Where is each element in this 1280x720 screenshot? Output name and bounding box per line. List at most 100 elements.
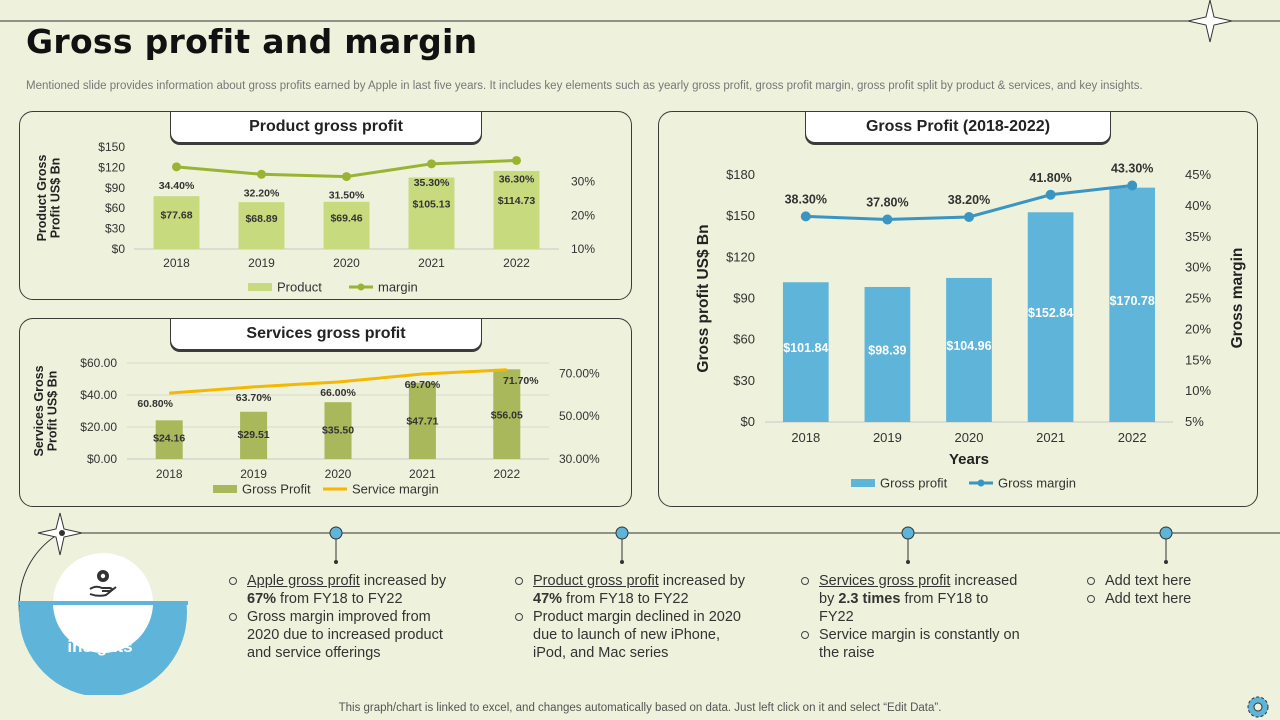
bar [1109, 187, 1156, 422]
insights-column-4: Add text here Add text here [1087, 572, 1257, 608]
margin-value-label: 69.70% [405, 379, 441, 391]
y2-tick-label: 30% [571, 175, 595, 189]
product-gross-profit-panel [19, 111, 632, 300]
bar [493, 369, 521, 459]
insight-bold: 67% [247, 591, 277, 607]
timeline-marker-1 [329, 526, 343, 564]
key-insights-label-line1: Key [84, 618, 116, 637]
bar [324, 402, 352, 459]
bar-value-label: $104.96 [946, 339, 991, 353]
y2-tick-label: 10% [1185, 383, 1211, 398]
x-tick-label: 2018 [791, 430, 820, 445]
footer-note: This graph/chart is linked to excel, and… [338, 702, 942, 714]
bar [155, 420, 183, 459]
margin-point [172, 162, 181, 172]
y-axis-title: Gross profit US$ Bn [695, 224, 712, 372]
margin-value-label: 34.40% [159, 180, 195, 192]
bar [946, 277, 992, 422]
y-tick-label: $120 [98, 160, 125, 174]
insight-underlined: Services gross profit [819, 573, 951, 589]
legend-label: Product [277, 280, 322, 295]
y-tick-label: $180 [726, 167, 755, 182]
legend-dot [357, 283, 365, 291]
legend-label: Service margin [352, 482, 439, 497]
page-subtitle: Mentioned slide provides information abo… [26, 80, 1143, 92]
bar [238, 202, 285, 249]
margin-value-label: 43.30% [1111, 161, 1153, 175]
y2-tick-label: 25% [1185, 291, 1211, 306]
timeline-marker-4 [1159, 526, 1173, 564]
page-title: Gross profit and margin [26, 22, 478, 61]
margin-value-label: 71.70% [503, 375, 539, 387]
x-tick-label: 2018 [163, 256, 190, 270]
y2-tick-label: 70.00% [559, 366, 600, 380]
y2-tick-label: 15% [1185, 352, 1211, 367]
y-axis-title: Services Gross [32, 365, 46, 456]
y-tick-label: $90 [105, 181, 125, 195]
gross-profit-panel [658, 111, 1258, 507]
legend-swatch [213, 485, 237, 493]
margin-value-label: 32.20% [244, 187, 280, 199]
margin-value-label: 36.30% [499, 173, 535, 185]
bar [864, 286, 911, 422]
y-tick-label: $60.00 [80, 356, 117, 370]
product-gross-profit-chart: $0 $30 $60 $90 $120 $150 10% 20% 30% $77.68 2018 $6… [35, 140, 595, 295]
margin-value-label: 41.80% [1029, 171, 1071, 185]
y-tick-label: $60 [105, 201, 125, 215]
bar-value-label: $114.73 [498, 195, 536, 207]
key-insights-label-line2: insights [67, 637, 133, 656]
margin-point [1127, 180, 1138, 191]
bar-value-label: $105.13 [413, 199, 451, 211]
sparkle-star-icon [1187, 0, 1233, 43]
insights-column-2: Product gross profit increased by 47% fr… [515, 572, 745, 662]
margin-value-label: 60.80% [137, 398, 173, 410]
insight-item: Add text here [1087, 572, 1257, 590]
y-tick-label: $40.00 [80, 388, 117, 402]
bar-value-label: $56.05 [491, 410, 523, 422]
bar-value-label: $69.46 [330, 213, 362, 225]
x-tick-label: 2019 [248, 256, 275, 270]
y-tick-label: $0.00 [87, 452, 117, 466]
insight-item: Gross margin improved from 2020 due to i… [229, 608, 459, 662]
x-tick-label: 2020 [325, 467, 352, 481]
insight-bold: 2.3 times [838, 591, 901, 607]
timeline-marker-3 [901, 526, 915, 564]
insights-column-3: Services gross profit increased by 2.3 t… [801, 572, 1026, 662]
legend-swatch [248, 283, 272, 291]
margin-line [169, 368, 507, 395]
y-tick-label: $120 [726, 249, 755, 264]
y2-tick-label: 20% [1185, 321, 1211, 336]
bar [323, 201, 370, 249]
key-insights-label: Key insights [40, 618, 160, 656]
bar [240, 411, 268, 459]
x-tick-label: 2021 [418, 256, 445, 270]
legend-label: margin [378, 280, 418, 295]
legend-dot [977, 479, 985, 487]
x-tick-label: 2019 [240, 467, 267, 481]
x-tick-label: 2021 [409, 467, 436, 481]
y-tick-label: $30 [105, 222, 125, 236]
bar-value-label: $152.84 [1028, 306, 1073, 320]
y-tick-label: $0 [112, 242, 126, 256]
x-tick-label: 2020 [955, 430, 984, 445]
x-tick-label: 2020 [333, 256, 360, 270]
insight-text: from FY18 to FY22 [562, 591, 689, 607]
margin-point [964, 211, 974, 222]
y2-axis-title: Gross margin [1229, 248, 1246, 349]
bar [408, 177, 455, 249]
y-axis-title: Profit US$ Bn [49, 158, 63, 239]
insight-item: Apple gross profit increased by 67% from… [229, 572, 459, 608]
y-tick-label: $20.00 [80, 420, 117, 434]
y2-tick-label: 20% [571, 208, 595, 222]
x-tick-label: 2022 [493, 467, 520, 481]
insight-item: Add text here [1087, 590, 1257, 608]
bar-value-label: $68.89 [245, 213, 277, 225]
top-decoration [0, 0, 1280, 43]
y-tick-label: $150 [726, 208, 755, 223]
y2-tick-label: 35% [1185, 229, 1211, 244]
y2-tick-label: 5% [1185, 414, 1204, 429]
margin-point [427, 159, 436, 169]
hand-gear-icon [89, 570, 117, 597]
product-chart-title: Product gross profit [170, 112, 482, 143]
legend-label: Gross Profit [242, 482, 311, 497]
